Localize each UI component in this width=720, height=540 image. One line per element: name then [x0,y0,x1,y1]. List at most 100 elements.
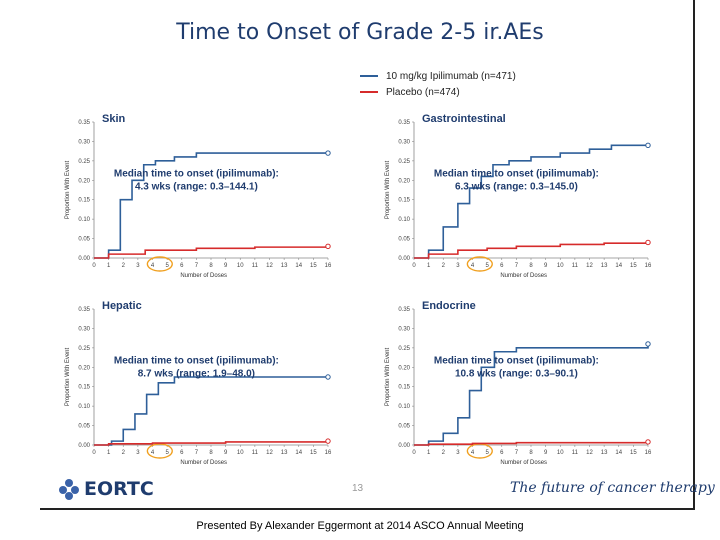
dose-highlight-circle [146,256,173,272]
x-tick-label: 3 [136,263,140,269]
x-tick-label: 12 [266,450,273,456]
x-tick-label: 8 [209,450,213,456]
eortc-logo: EORTC [58,478,154,500]
x-tick-label: 9 [544,450,548,456]
x-tick-label: 0 [412,450,416,456]
x-tick-label: 16 [325,263,332,269]
ipilimumab-curve [414,144,648,259]
median-annotation-line2: 10.8 wks (range: 0.3–90.1) [455,368,578,379]
y-tick-label: 0.20 [78,178,90,184]
x-tick-label: 16 [325,450,332,456]
y-axis-label: Proportion With Event [65,160,71,219]
x-tick-label: 6 [180,263,184,269]
chart-endocrine: 0.000.050.100.150.200.250.300.350 1 2 3 4 5 6 7… [385,300,652,466]
x-tick-label: 15 [630,263,637,269]
y-tick-label: 0.00 [398,443,410,449]
eortc-logo-icon [59,479,79,500]
x-tick-label: 6 [500,263,504,269]
x-tick-label: 9 [544,263,548,269]
legend-item-ipilimumab: 10 mg/kg Ipilimumab (n=471) [360,68,516,84]
y-tick-label: 0.20 [398,365,410,371]
footer-text: Presented By Alexander Eggermont at 2014… [196,520,524,532]
y-axis-label: Proportion With Event [65,347,71,406]
y-tick-label: 0.25 [78,346,90,352]
x-tick-label: 13 [601,263,608,269]
y-tick-label: 0.20 [398,178,410,184]
y-axis-label: Proportion With Event [385,347,391,406]
x-tick-label: 14 [615,263,622,269]
x-tick-label: 14 [615,450,622,456]
y-tick-label: 0.10 [398,217,410,223]
x-tick-label: 15 [310,263,317,269]
y-tick-label: 0.25 [398,159,410,165]
x-tick-label: 4 [151,450,155,456]
y-tick-label: 0.10 [78,217,90,223]
median-annotation-line2: 4.3 wks (range: 0.3–144.1) [135,181,258,192]
x-tick-label: 1 [107,263,111,269]
y-tick-label: 0.15 [78,385,90,391]
x-tick-label: 3 [456,450,460,456]
placebo-censor-mark [645,239,651,246]
x-tick-label: 10 [237,263,244,269]
placebo-curve [414,242,649,259]
placebo-censor-mark [325,438,331,444]
dose-highlight-circle [146,443,173,459]
ipilimumab-curve [94,152,328,259]
x-tick-label: 13 [281,263,288,269]
panel-title: Gastrointestinal [422,113,506,125]
y-tick-label: 0.15 [398,385,410,391]
x-tick-label: 14 [295,450,302,456]
panel-title: Skin [102,113,126,125]
ipilimumab-curve [414,343,649,446]
x-tick-label: 9 [224,263,228,269]
y-tick-label: 0.05 [398,237,410,243]
x-tick-label: 13 [281,450,288,456]
y-tick-label: 0.30 [398,139,410,145]
slide-title: Time to Onset of Grade 2-5 ir.AEs [176,20,544,45]
x-tick-label: 6 [180,450,184,456]
x-axis-label: Number of Doses [180,273,227,279]
median-annotation-line1: Median time to onset (ipilimumab): [434,355,599,366]
median-annotation-line2: 8.7 wks (range: 1.9–48.0) [138,368,255,379]
x-tick-label: 5 [485,263,489,269]
x-tick-label: 12 [266,263,273,269]
panel-title: Endocrine [422,300,476,312]
y-tick-label: 0.15 [398,198,410,204]
x-tick-label: 7 [515,263,519,269]
x-tick-label: 10 [557,450,564,456]
x-tick-label: 5 [165,263,169,269]
chart-hepatic: 0.000.050.100.150.200.250.300.350 1 2 3 4 5 6 7… [65,300,332,466]
x-tick-label: 9 [224,450,228,456]
placebo-censor-mark [645,439,651,445]
placebo-curve [414,441,649,446]
x-tick-label: 4 [471,263,475,269]
y-tick-label: 0.00 [78,256,90,262]
ipilimumab-censor-mark [325,150,331,156]
x-tick-label: 12 [586,450,593,456]
x-tick-label: 2 [122,263,126,269]
legend: 10 mg/kg Ipilimumab (n=471) Placebo (n=4… [360,68,516,100]
median-annotation-line1: Median time to onset (ipilimumab): [114,355,279,366]
x-tick-label: 4 [151,263,155,269]
y-tick-label: 0.10 [398,404,410,410]
y-tick-label: 0.00 [398,256,410,262]
x-tick-label: 4 [471,450,475,456]
slide-number: 13 [352,483,364,494]
y-tick-label: 0.25 [398,346,410,352]
y-tick-label: 0.35 [78,120,90,126]
x-tick-label: 1 [427,263,431,269]
dose-highlight-circle [466,256,493,272]
x-tick-label: 8 [529,263,533,269]
x-tick-label: 10 [557,263,564,269]
x-tick-label: 15 [310,450,317,456]
x-tick-label: 8 [209,263,213,269]
x-tick-label: 0 [412,263,416,269]
x-tick-label: 2 [442,263,446,269]
y-tick-label: 0.25 [78,159,90,165]
y-tick-label: 0.05 [78,424,90,430]
x-tick-label: 7 [195,263,199,269]
chart-skin: 0.000.050.100.150.200.250.300.350 1 2 3 4 5 6 7… [65,113,332,279]
x-tick-label: 11 [252,450,259,456]
x-tick-label: 12 [586,263,593,269]
y-axis-label: Proportion With Event [385,160,391,219]
